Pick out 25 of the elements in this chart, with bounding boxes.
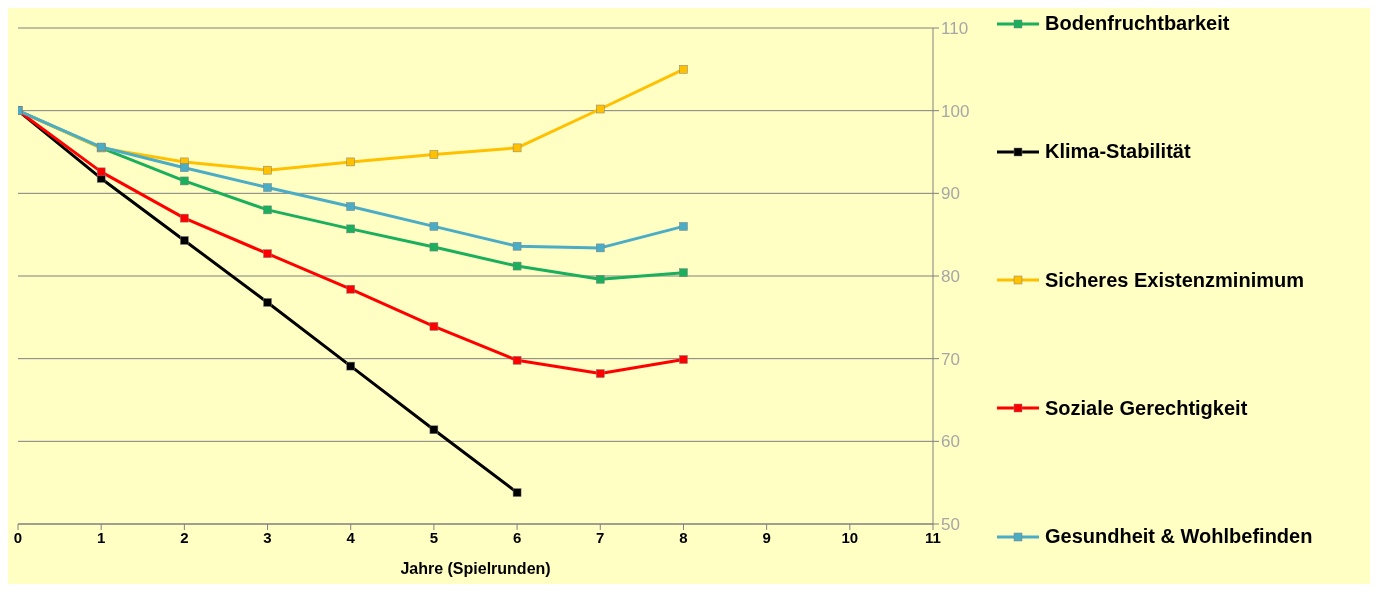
y-tick-label: 110 (941, 19, 969, 39)
x-tick-label: 9 (762, 528, 771, 546)
legend-label: Klima-Stabilität (1045, 140, 1191, 164)
y-tick-label: 100 (941, 101, 970, 121)
y-tick-label: 90 (941, 184, 960, 204)
legend-label: Bodenfruchtbarkeit (1045, 12, 1230, 35)
y-tick-label: 60 (941, 432, 960, 452)
y-tick-label: 70 (941, 349, 960, 369)
legend-label: Gesundheit & Wohlbefinden (1045, 525, 1313, 548)
x-tick-label: 2 (180, 528, 189, 546)
x-tick-label: 8 (679, 528, 688, 546)
x-tick-label: 3 (263, 528, 272, 546)
legend-label: Sicheres Existenzminimum (1045, 268, 1304, 292)
legend-label: Soziale Gerechtigkeit (1045, 396, 1248, 420)
x-tick-label: 10 (841, 528, 859, 546)
x-tick-label: 0 (13, 528, 23, 546)
x-tick-label: 4 (346, 528, 356, 546)
x-axis-title: Jahre (Spielrunden) (400, 560, 551, 577)
x-tick-label: 11 (925, 528, 941, 546)
x-tick-label: 1 (97, 528, 106, 546)
x-tick-label: 6 (512, 528, 522, 546)
y-tick-label: 50 (941, 515, 960, 535)
x-tick-label: 5 (429, 528, 439, 546)
x-tick-label: 7 (596, 528, 605, 546)
y-tick-label: 80 (941, 267, 960, 287)
